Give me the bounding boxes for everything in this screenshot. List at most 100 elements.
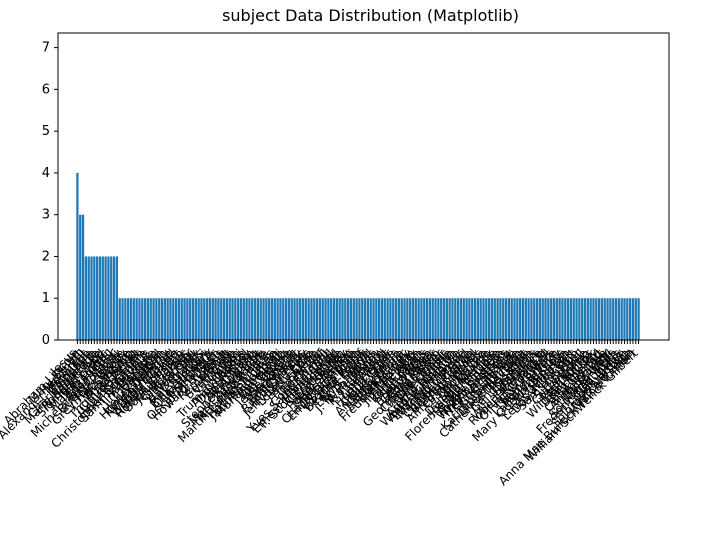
bar bbox=[259, 298, 262, 340]
bar bbox=[437, 298, 440, 340]
bar bbox=[79, 214, 82, 340]
bar bbox=[476, 298, 479, 340]
bar bbox=[578, 298, 581, 340]
bar bbox=[581, 298, 584, 340]
bar bbox=[245, 298, 248, 340]
bar bbox=[344, 298, 347, 340]
bar bbox=[76, 172, 79, 340]
bar bbox=[425, 298, 429, 340]
bar bbox=[155, 298, 158, 340]
bar bbox=[107, 256, 110, 340]
bar bbox=[138, 298, 141, 340]
bar bbox=[169, 298, 172, 340]
bar bbox=[496, 298, 499, 340]
bar bbox=[104, 256, 107, 340]
bar bbox=[564, 298, 567, 340]
bar bbox=[327, 298, 330, 340]
bar bbox=[324, 298, 327, 340]
bar bbox=[462, 298, 465, 340]
bar bbox=[98, 256, 102, 340]
bar bbox=[417, 298, 420, 340]
bar bbox=[225, 298, 228, 340]
bar bbox=[358, 298, 361, 340]
bar bbox=[372, 298, 375, 340]
bar bbox=[502, 298, 505, 340]
bar bbox=[637, 298, 640, 340]
bar bbox=[84, 256, 87, 340]
bar bbox=[375, 298, 378, 340]
bar bbox=[222, 298, 226, 340]
bar bbox=[420, 298, 423, 340]
bar bbox=[403, 298, 406, 340]
bar bbox=[143, 298, 147, 340]
bar bbox=[471, 298, 474, 340]
bar bbox=[146, 298, 150, 340]
bar bbox=[617, 298, 620, 340]
bar bbox=[473, 298, 477, 340]
axes-frame bbox=[57, 32, 670, 341]
bar bbox=[338, 298, 341, 340]
y-tick-label: 0 bbox=[42, 333, 50, 348]
bar bbox=[428, 298, 432, 340]
bar bbox=[220, 298, 223, 340]
bar bbox=[152, 298, 155, 340]
bar bbox=[459, 298, 463, 340]
bar bbox=[256, 298, 260, 340]
bar bbox=[191, 298, 195, 340]
bar bbox=[234, 298, 237, 340]
bar bbox=[349, 298, 353, 340]
bar bbox=[493, 298, 496, 340]
bar bbox=[448, 298, 451, 340]
bar bbox=[538, 298, 542, 340]
bar bbox=[499, 298, 502, 340]
bar bbox=[332, 298, 336, 340]
bar bbox=[547, 298, 550, 340]
bar bbox=[369, 298, 372, 340]
bar bbox=[431, 298, 434, 340]
y-tick-label: 4 bbox=[42, 166, 50, 181]
bar bbox=[127, 298, 130, 340]
bar bbox=[603, 298, 606, 340]
bar bbox=[251, 298, 254, 340]
bar bbox=[276, 298, 279, 340]
y-tick-label: 3 bbox=[42, 208, 50, 223]
bar bbox=[524, 298, 527, 340]
bar bbox=[479, 298, 482, 340]
bar bbox=[516, 298, 519, 340]
bar bbox=[158, 298, 161, 340]
bar bbox=[208, 298, 212, 340]
y-tick-label: 7 bbox=[42, 41, 50, 56]
bar bbox=[397, 298, 401, 340]
bar bbox=[620, 298, 623, 340]
bar bbox=[284, 298, 288, 340]
bar bbox=[400, 298, 403, 340]
bar bbox=[527, 298, 530, 340]
bar bbox=[589, 298, 592, 340]
bar bbox=[81, 214, 85, 340]
bar bbox=[239, 298, 243, 340]
bar bbox=[203, 298, 206, 340]
chart-title: subject Data Distribution (Matplotlib) bbox=[222, 6, 519, 25]
bar bbox=[586, 298, 589, 340]
bar bbox=[183, 298, 186, 340]
bar bbox=[96, 256, 99, 340]
bar bbox=[237, 298, 240, 340]
bar bbox=[174, 298, 178, 340]
bar bbox=[592, 298, 595, 340]
bar bbox=[149, 298, 152, 340]
bar bbox=[172, 298, 175, 340]
bar bbox=[482, 298, 485, 340]
bar bbox=[321, 298, 324, 340]
bar bbox=[392, 298, 395, 340]
bar bbox=[454, 298, 457, 340]
bar bbox=[423, 298, 426, 340]
bar bbox=[290, 298, 293, 340]
bar bbox=[307, 298, 310, 340]
bar bbox=[217, 298, 220, 340]
bar bbox=[341, 298, 344, 340]
bar bbox=[634, 298, 637, 340]
bar bbox=[301, 298, 305, 340]
bar bbox=[248, 298, 251, 340]
bar bbox=[200, 298, 203, 340]
bar bbox=[490, 298, 494, 340]
